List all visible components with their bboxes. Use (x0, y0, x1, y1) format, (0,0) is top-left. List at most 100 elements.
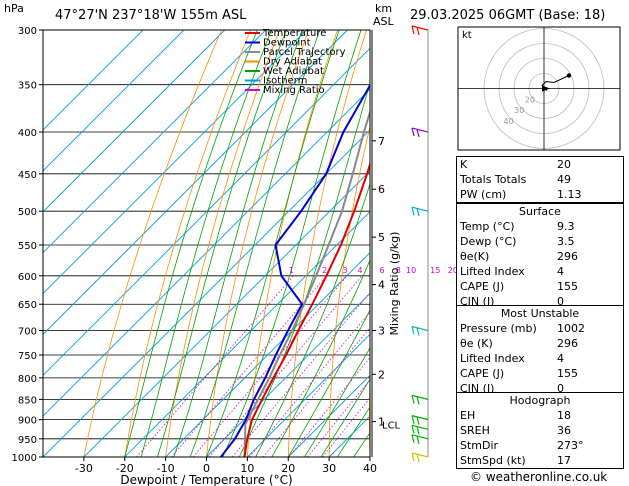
pressure-tick-label: 900 (18, 416, 37, 427)
pressure-tick-label: 750 (18, 351, 37, 362)
pressure-tick-label: 300 (18, 26, 37, 37)
temperature-tick-label: -30 (75, 462, 93, 475)
stat-value: 18 (557, 409, 571, 422)
isotherm-line (43, 129, 370, 457)
isotherm-line (43, 30, 185, 172)
mixing-ratio-axis-title: Mixing Ratio (g/kg) (388, 232, 401, 336)
dry-adiabat-line (206, 30, 309, 457)
wet-adiabat-line (336, 406, 370, 457)
brand-footer: © weatheronline.co.uk (470, 470, 608, 484)
isotherm-line (247, 333, 370, 457)
isotherm-line (43, 30, 144, 131)
stat-value: 49 (557, 173, 571, 186)
wet-adiabat-line (189, 30, 321, 457)
hodograph-end-point (566, 73, 572, 78)
pressure-tick-label: 500 (18, 207, 37, 218)
stat-value: 296 (557, 250, 578, 263)
stat-row: SREH 36 (457, 423, 623, 438)
dry-adiabat-line (408, 30, 453, 457)
dewpoint-line (220, 83, 370, 457)
mixing-ratio-line (208, 275, 363, 457)
stat-value: 155 (557, 280, 578, 293)
wind-barb (411, 434, 429, 444)
stat-row: PW (cm) 1.13 (457, 187, 623, 202)
wind-barb (411, 452, 429, 463)
wet-adiabat-line (287, 309, 370, 457)
wet-adiabat-line (124, 30, 258, 457)
isotherm-line (43, 30, 226, 213)
mixing-ratio-label: 2 (322, 266, 327, 275)
stat-value: 296 (557, 337, 578, 350)
wet-adiabat-line (157, 30, 287, 457)
temperature-tick-label: -10 (157, 462, 175, 475)
wind-barb (411, 127, 429, 138)
stat-value: 3.5 (557, 235, 575, 248)
stat-value: 36 (557, 424, 571, 437)
hodograph-unit-label: kt (462, 30, 472, 41)
stat-row: CAPE (J) 155 (457, 279, 623, 294)
wind-barb (411, 25, 429, 36)
stat-row: Pressure (mb) 1002 (457, 321, 623, 336)
height-tick-label: 2 (378, 368, 385, 381)
isotherm-line (43, 30, 307, 295)
hodograph-ring-label: 40 (504, 117, 514, 126)
stat-value: 4 (557, 352, 564, 365)
stat-row: Dewp (°C) 3.5 (457, 234, 623, 249)
isotherm-line (287, 374, 370, 457)
stat-row: θe (K) 296 (457, 336, 623, 351)
legend-entry: Temperature (262, 28, 326, 39)
panel-title: Surface (519, 205, 561, 218)
pressure-tick-label: 700 (18, 327, 37, 338)
stat-label: θe (K) (460, 337, 493, 350)
datetime-title: 29.03.2025 06GMT (Base: 18) (410, 8, 606, 23)
mixing-ratio-label: 10 (406, 266, 416, 275)
pressure-tick-label: 850 (18, 395, 37, 406)
height-tick-label: 5 (378, 231, 385, 244)
stat-row: Lifted Index 4 (457, 351, 623, 366)
stat-row: StmSpd (kt) 17 (457, 453, 623, 468)
temperature-tick-label: 10 (240, 462, 254, 475)
stat-label: Totals Totals (460, 173, 527, 186)
pressure-tick-label: 400 (18, 128, 37, 139)
dry-adiabat-line (369, 368, 370, 457)
wind-barb (411, 394, 429, 405)
stat-row: K 20 (457, 157, 623, 172)
stat-value: 20 (557, 158, 571, 171)
stat-row: EH 18 (457, 408, 623, 423)
temperature-line (243, 161, 370, 457)
pressure-tick-label: 450 (18, 170, 37, 181)
stat-row: θe(K) 296 (457, 249, 623, 264)
wet-adiabat-line (206, 30, 340, 457)
mixing-ratio-label: 15 (430, 266, 440, 275)
stat-label: Lifted Index (460, 265, 525, 278)
mixing-ratio-line (136, 275, 294, 457)
stat-row: CIN (J) 0 (457, 294, 623, 309)
temperature-tick-label: -20 (116, 462, 134, 475)
mixing-ratio-line (262, 327, 370, 457)
temperature-tick-label: 30 (322, 462, 336, 475)
stat-row: Temp (°C) 9.3 (457, 219, 623, 234)
mixing-ratio-label: 1 (289, 266, 294, 275)
stat-row: CIN (J) 0 (457, 381, 623, 396)
hodograph-storm-motion (542, 85, 550, 92)
mixing-ratio-line (231, 291, 370, 457)
parcel-trajectory-line (243, 108, 370, 457)
stat-label: EH (460, 409, 476, 422)
stat-label: θe(K) (460, 250, 490, 263)
wet-adiabat-line (304, 347, 370, 457)
chart-axes: 3003504004505005506006507007508008509009… (12, 26, 472, 486)
wind-barbs (411, 25, 429, 463)
pressure-tick-label: 650 (18, 300, 37, 311)
right-unit-km: km (375, 2, 393, 15)
stat-label: K (460, 158, 468, 171)
stat-value: 273° (557, 439, 584, 452)
stat-value: 1.13 (557, 188, 582, 201)
right-unit-asl: ASL (373, 15, 394, 28)
stat-value: 0 (557, 295, 564, 308)
mixing-ratio-label: 4 (358, 266, 363, 275)
wind-barb (411, 206, 429, 217)
stat-value: 1002 (557, 322, 585, 335)
height-tick-label: 4 (378, 279, 385, 292)
